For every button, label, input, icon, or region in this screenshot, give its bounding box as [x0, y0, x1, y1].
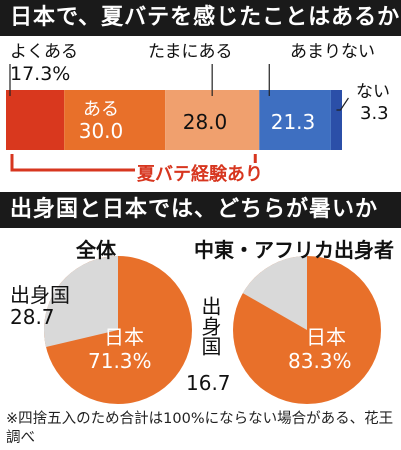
pie1-label-japan: 日本 — [104, 325, 144, 349]
pie-title-overall: 全体 — [76, 238, 116, 262]
pie2-value-japan: 83.3% — [288, 349, 352, 373]
pie2-label-home: 出身国 — [198, 296, 222, 356]
bar-value-some: 30.0 — [78, 119, 124, 143]
bar-segment-2 — [165, 90, 260, 150]
bar-segment-3 — [259, 90, 331, 150]
stacked-bar — [6, 90, 342, 150]
pie-slice-home — [43, 256, 118, 348]
pie-chart-overall — [43, 256, 192, 404]
bar-label-sometimes-some: ある — [83, 99, 119, 120]
chart-title-which-hotter: 出身国と日本では、どちらが暑いか — [0, 192, 401, 228]
leader-never — [336, 97, 349, 111]
pie1-value-japan: 71.3% — [88, 349, 152, 373]
value-label-never: 3.3 — [360, 103, 389, 124]
bar-segment-1 — [64, 90, 166, 150]
bar-value-sometimes: 28.0 — [182, 110, 228, 134]
category-label-sometimes: たまにある — [148, 42, 233, 62]
pie2-value-home: 16.7 — [186, 371, 231, 395]
pie1-value-home: 28.7 — [10, 305, 55, 329]
chart-title-summer-fatigue: 日本で、夏バテを感じたことはあるか — [0, 0, 401, 36]
category-label-never: ない — [356, 82, 390, 102]
bar-segment-0 — [6, 90, 65, 150]
category-label-often: よくある — [10, 42, 78, 62]
pie2-label-japan: 日本 — [306, 325, 346, 349]
pie-title-middle-east-africa: 中東・アフリカ出身者 — [194, 238, 394, 262]
category-label-rarely: あまりない — [290, 42, 375, 62]
pie1-label-home: 出身国 — [10, 283, 70, 307]
bar-value-rarely: 21.3 — [270, 110, 316, 134]
pie-slice-home — [242, 256, 307, 330]
bracket-path — [10, 154, 257, 172]
value-label-often: 17.3% — [10, 63, 71, 85]
leader-lines — [9, 64, 349, 111]
bar-segment-4 — [330, 90, 342, 150]
footnote: ※四捨五入のため合計は100%にならない場合がある、花王調べ — [6, 411, 394, 446]
pie-chart-middle-east-africa — [233, 256, 381, 404]
bracket-line — [10, 154, 257, 172]
bracket-label-experienced: 夏バテ経験あり — [135, 163, 265, 187]
